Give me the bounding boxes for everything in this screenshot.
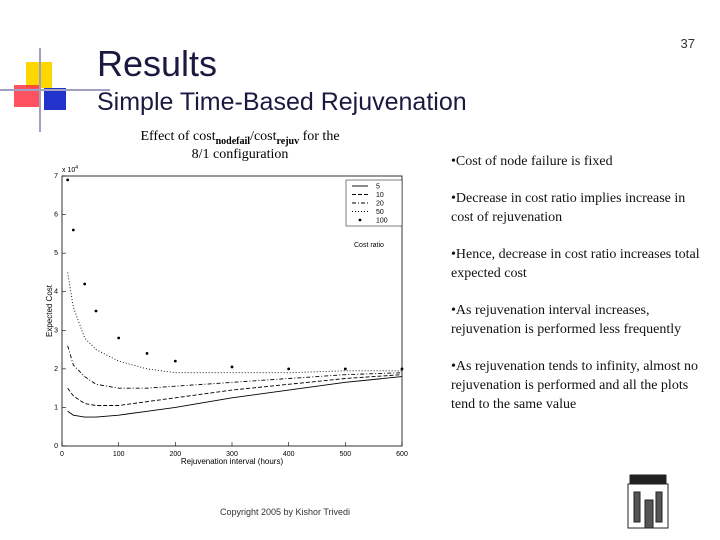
x-tick-label: 600 — [396, 451, 408, 458]
series-line — [67, 272, 402, 374]
y-tick-label: 7 — [54, 173, 58, 180]
x-tick-label: 100 — [113, 451, 125, 458]
page-number: 37 — [681, 36, 695, 51]
slide-title: Results — [97, 43, 217, 84]
legend-label: 10 — [376, 192, 384, 199]
x-tick-label: 400 — [283, 451, 295, 458]
legend-marker — [358, 218, 362, 222]
data-point — [117, 336, 121, 340]
data-point — [66, 178, 70, 182]
series-line — [67, 345, 403, 389]
logo-square — [44, 88, 66, 110]
logo-square — [14, 85, 40, 107]
legend-label: 50 — [376, 209, 384, 216]
x-tick-label: 300 — [226, 451, 238, 458]
y-axis-label: Expected Cost — [45, 284, 54, 337]
slide-subtitle: Simple Time-Based Rejuvenation — [97, 88, 467, 116]
data-point — [145, 352, 149, 355]
data-point — [71, 228, 75, 232]
y-tick-label: 2 — [54, 366, 58, 373]
data-point — [173, 359, 177, 363]
bullet: As rejuvenation tends to infinity, almos… — [451, 357, 701, 414]
y-multiplier: x 104 — [62, 165, 78, 174]
y-tick-label: 5 — [54, 250, 58, 257]
legend-title: Cost ratio — [354, 242, 384, 249]
y-tick-label: 3 — [54, 327, 58, 334]
bullet: Decrease in cost ratio implies increase … — [451, 189, 701, 227]
bullet: Hence, decrease in cost ratio increases … — [451, 245, 701, 283]
series-line — [67, 376, 403, 418]
data-point — [83, 282, 87, 286]
university-logo — [627, 474, 669, 529]
legend-label: 5 — [376, 184, 380, 191]
data-point — [400, 367, 404, 371]
y-tick-label: 1 — [54, 404, 58, 411]
y-tick-label: 4 — [54, 289, 58, 296]
series-line — [67, 374, 403, 406]
data-point — [94, 309, 98, 313]
data-point — [343, 367, 347, 371]
legend-label: 100 — [376, 218, 388, 225]
bullet-list: Cost of node failure is fixed Decrease in… — [451, 152, 701, 432]
bullet: As rejuvenation interval increases, reju… — [451, 301, 701, 339]
bullet: Cost of node failure is fixed — [451, 152, 701, 171]
x-tick-label: 200 — [169, 451, 181, 458]
x-tick-label: 500 — [339, 451, 351, 458]
chart-title: Effect of costnodefail/costrejuv for the — [140, 129, 339, 147]
data-point — [230, 365, 234, 369]
legend-label: 20 — [376, 201, 384, 208]
footer: Copyright 2005 by Kishor Trivedi — [220, 507, 350, 517]
x-tick-label: 0 — [60, 451, 64, 458]
y-tick-label: 6 — [54, 212, 58, 219]
chart-title: 8/1 configuration — [192, 147, 289, 162]
x-axis-label: Rejuvenation interval (hours) — [181, 457, 284, 466]
data-point — [287, 367, 291, 371]
y-tick-label: 0 — [54, 443, 58, 450]
